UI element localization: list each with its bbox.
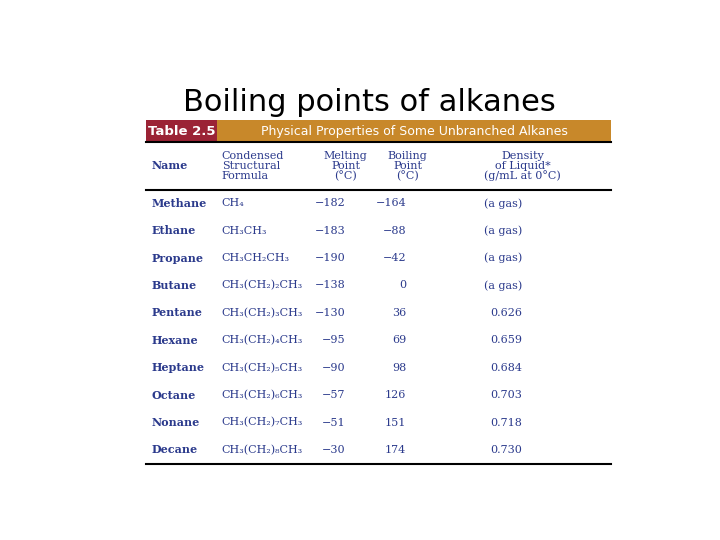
Text: 0.659: 0.659	[490, 335, 523, 345]
Text: Octane: Octane	[152, 390, 197, 401]
Text: Name: Name	[152, 160, 188, 171]
Text: CH₃(CH₂)₃CH₃: CH₃(CH₂)₃CH₃	[222, 308, 303, 318]
Text: CH₃CH₃: CH₃CH₃	[222, 226, 267, 235]
Text: 69: 69	[392, 335, 406, 345]
Text: (a gas): (a gas)	[485, 253, 523, 264]
Text: (a gas): (a gas)	[485, 225, 523, 236]
Text: CH₄: CH₄	[222, 198, 245, 208]
Text: Structural: Structural	[222, 161, 280, 171]
Text: −95: −95	[322, 335, 346, 345]
Text: (°C): (°C)	[334, 170, 357, 181]
Text: CH₃(CH₂)₄CH₃: CH₃(CH₂)₄CH₃	[222, 335, 303, 346]
Text: Hexane: Hexane	[152, 335, 199, 346]
Text: 0.684: 0.684	[490, 363, 523, 373]
Text: −183: −183	[315, 226, 346, 235]
Text: Ethane: Ethane	[152, 225, 197, 236]
Text: CH₃(CH₂)₂CH₃: CH₃(CH₂)₂CH₃	[222, 280, 303, 291]
Text: CH₃(CH₂)₈CH₃: CH₃(CH₂)₈CH₃	[222, 445, 303, 455]
Text: −138: −138	[315, 280, 346, 291]
Text: Formula: Formula	[222, 171, 269, 181]
Text: 0.703: 0.703	[490, 390, 523, 400]
Text: CH₃(CH₂)₅CH₃: CH₃(CH₂)₅CH₃	[222, 362, 303, 373]
Text: Pentane: Pentane	[152, 307, 203, 319]
Text: Propane: Propane	[152, 253, 204, 264]
Text: −164: −164	[375, 198, 406, 208]
Text: Point: Point	[393, 161, 422, 171]
Text: 0: 0	[399, 280, 406, 291]
Text: Heptane: Heptane	[152, 362, 205, 373]
Text: CH₃CH₂CH₃: CH₃CH₂CH₃	[222, 253, 290, 263]
Text: Decane: Decane	[152, 444, 198, 455]
Text: Melting: Melting	[324, 151, 368, 161]
Text: −130: −130	[315, 308, 346, 318]
Text: 36: 36	[392, 308, 406, 318]
Text: −88: −88	[382, 226, 406, 235]
Text: 174: 174	[385, 445, 406, 455]
Text: 0.730: 0.730	[490, 445, 523, 455]
Text: −182: −182	[315, 198, 346, 208]
Text: (a gas): (a gas)	[485, 280, 523, 291]
Text: 151: 151	[384, 417, 406, 428]
Text: −30: −30	[322, 445, 346, 455]
Text: 98: 98	[392, 363, 406, 373]
Text: CH₃(CH₂)₆CH₃: CH₃(CH₂)₆CH₃	[222, 390, 303, 400]
Text: −51: −51	[322, 417, 346, 428]
Bar	[217, 120, 611, 142]
Text: −57: −57	[323, 390, 346, 400]
Text: −90: −90	[322, 363, 346, 373]
Text: 0.718: 0.718	[490, 417, 523, 428]
Text: Physical Properties of Some Unbranched Alkanes: Physical Properties of Some Unbranched A…	[261, 125, 567, 138]
Text: 126: 126	[384, 390, 406, 400]
Text: Condensed: Condensed	[222, 151, 284, 161]
Text: −42: −42	[382, 253, 406, 263]
Text: Table 2.5: Table 2.5	[148, 125, 215, 138]
Text: of Liquid*: of Liquid*	[495, 161, 550, 171]
Text: Boiling: Boiling	[388, 151, 428, 161]
Text: −190: −190	[315, 253, 346, 263]
Text: (a gas): (a gas)	[485, 198, 523, 208]
Text: Point: Point	[331, 161, 360, 171]
Text: (g/mL at 0°C): (g/mL at 0°C)	[484, 170, 561, 181]
Text: (°C): (°C)	[397, 170, 419, 181]
Text: 0.626: 0.626	[490, 308, 523, 318]
Text: CH₃(CH₂)₇CH₃: CH₃(CH₂)₇CH₃	[222, 417, 303, 428]
Bar	[145, 120, 217, 142]
Text: Nonane: Nonane	[152, 417, 200, 428]
Text: Butane: Butane	[152, 280, 197, 291]
Text: Density: Density	[501, 151, 544, 161]
Text: Methane: Methane	[152, 198, 207, 209]
Text: Boiling points of alkanes: Boiling points of alkanes	[183, 88, 555, 117]
